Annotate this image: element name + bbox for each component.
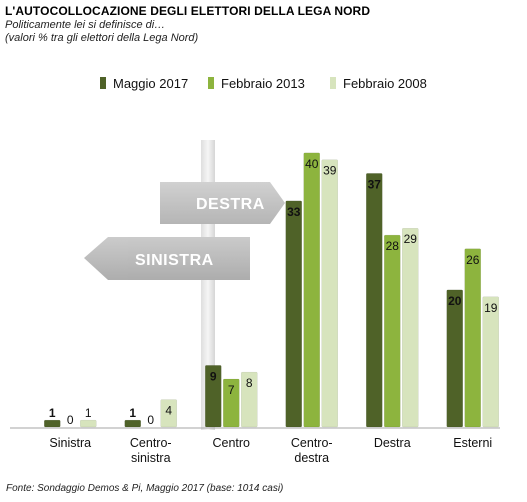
signpost-label-destra: DESTRA [196, 196, 265, 213]
source-note: Fonte: Sondaggio Demos & Pi, Maggio 2017… [6, 483, 284, 494]
bar-4-2 [402, 227, 419, 428]
value-label-2-0: 9 [210, 369, 217, 383]
value-label-0-0: 1 [49, 406, 56, 420]
value-label-5-2: 19 [484, 301, 498, 315]
legend-label-2: Febbraio 2008 [343, 76, 427, 91]
bar-2-2 [241, 371, 258, 428]
value-label-1-2: 4 [165, 404, 172, 418]
value-label-0-1: 0 [67, 413, 74, 427]
value-label-3-2: 39 [323, 164, 337, 178]
value-label-4-1: 28 [386, 239, 400, 253]
signpost-label-sinistra: SINISTRA [135, 252, 214, 269]
signpost-arrow-right [160, 182, 285, 224]
value-label-3-0: 33 [287, 205, 301, 219]
category-label-0-0: Sinistra [49, 436, 91, 450]
bar-1-0 [124, 419, 141, 428]
signpost-illustration: DESTRA SINISTRA [84, 140, 285, 430]
chart-title: L'AUTOCOLLOCAZIONE DEGLI ELETTORI DELLA … [5, 4, 371, 18]
bar-3-1 [303, 152, 320, 428]
value-label-1-0: 1 [129, 406, 136, 420]
legend-swatch-0 [100, 77, 106, 89]
category-label-3-0: Centro- [291, 436, 333, 450]
value-label-4-0: 37 [368, 177, 382, 191]
bar-2-0 [205, 365, 222, 428]
value-label-0-2: 1 [85, 406, 92, 420]
legend-swatch-2 [330, 77, 336, 89]
value-label-2-1: 7 [228, 383, 235, 397]
bar-3-0 [285, 200, 302, 428]
bar-0-2 [80, 419, 97, 428]
category-label-3-1: destra [294, 451, 329, 465]
category-label-1-1: sinistra [131, 451, 171, 465]
value-label-3-1: 40 [305, 157, 319, 171]
bar-0-0 [44, 419, 61, 428]
category-label-1-0: Centro- [130, 436, 172, 450]
legend-swatch-1 [208, 77, 214, 89]
category-label-5-0: Esterni [453, 436, 492, 450]
legend: Maggio 2017 Febbraio 2013 Febbraio 2008 [100, 76, 427, 91]
bar-4-1 [384, 234, 401, 428]
category-labels: Sinistra Centro-sinistra Centro Centro-dest… [49, 436, 492, 465]
bar-3-2 [321, 159, 338, 428]
category-label-2-0: Centro [212, 436, 250, 450]
bar-1-2 [160, 399, 177, 428]
value-label-5-1: 26 [466, 253, 480, 267]
value-label-4-2: 29 [404, 232, 418, 246]
bar-5-0 [446, 289, 463, 428]
bar-5-2 [482, 296, 499, 428]
value-label-1-1: 0 [147, 413, 154, 427]
bar-2-1 [223, 378, 240, 428]
chart-subtitle: Politicamente lei si definisce di… [5, 19, 166, 31]
legend-label-0: Maggio 2017 [113, 76, 188, 91]
legend-label-1: Febbraio 2013 [221, 76, 305, 91]
value-label-2-2: 8 [246, 376, 253, 390]
category-label-4-0: Destra [374, 436, 411, 450]
bar-4-0 [366, 173, 383, 428]
signpost-arrow-left [84, 237, 250, 280]
bar-5-1 [464, 248, 481, 428]
chart-subtitle-units: (valori % tra gli elettori della Lega No… [5, 32, 199, 44]
value-label-5-0: 20 [448, 294, 462, 308]
